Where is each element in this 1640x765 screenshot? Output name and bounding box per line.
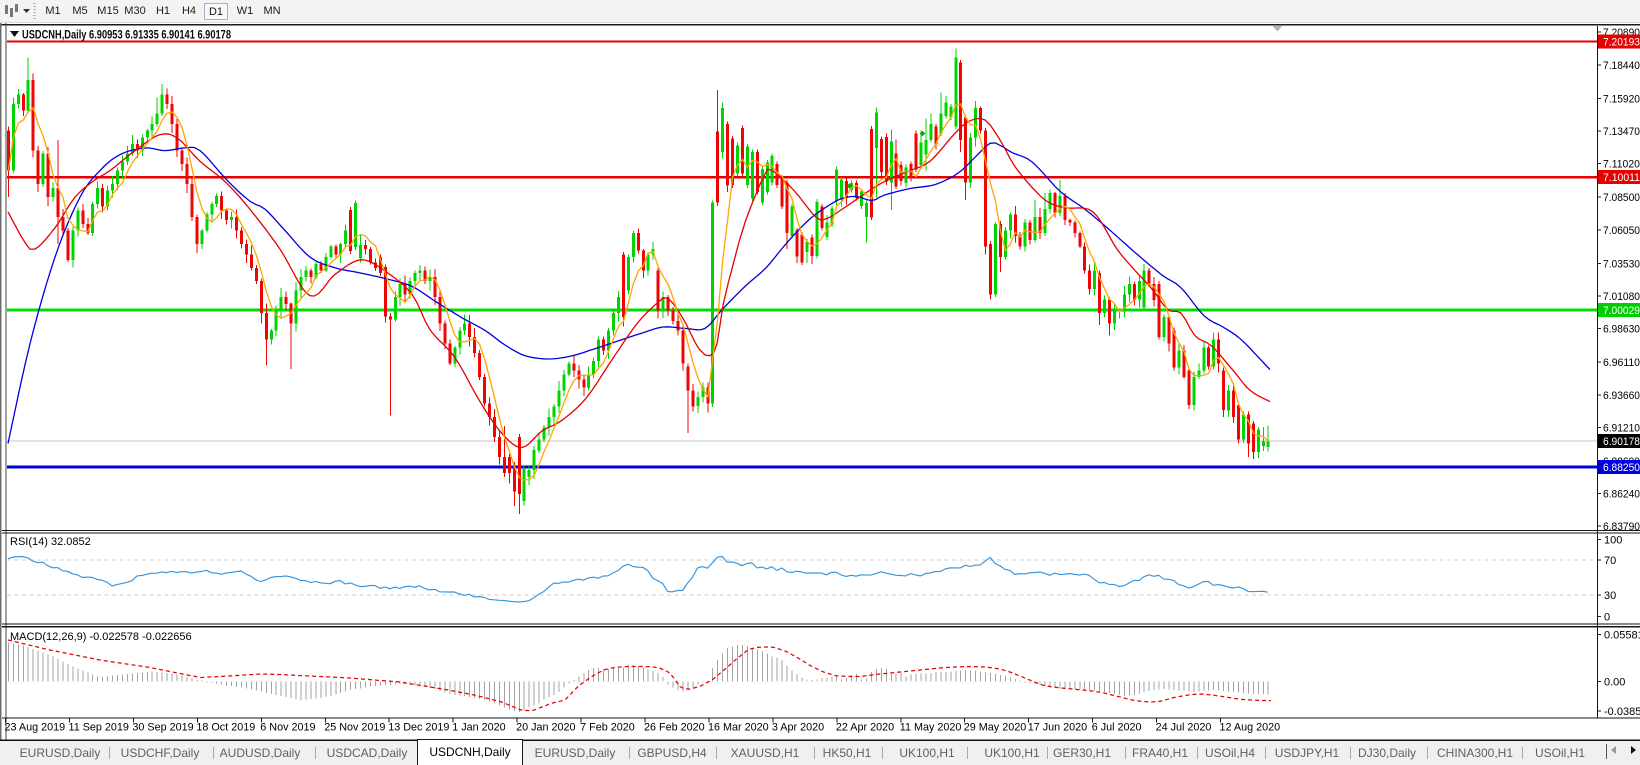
svg-text:0.00: 0.00 [1604,677,1625,689]
svg-text:6.91210: 6.91210 [1603,422,1640,434]
svg-text:6.96110: 6.96110 [1603,357,1640,369]
svg-text:7.18440: 7.18440 [1603,60,1640,72]
svg-text:100: 100 [1604,535,1622,547]
svg-text:7.08500: 7.08500 [1603,192,1640,204]
svg-text:0.05581: 0.05581 [1604,629,1640,641]
svg-text:18 Oct 2019: 18 Oct 2019 [196,722,255,734]
svg-text:22 Apr 2020: 22 Apr 2020 [836,722,894,734]
svg-text:6.90178: 6.90178 [1603,436,1640,448]
svg-text:7.03530: 7.03530 [1603,258,1640,270]
svg-text:6.93660: 6.93660 [1603,390,1640,402]
svg-text:6 Nov 2019: 6 Nov 2019 [260,722,315,734]
svg-text:11 Sep 2019: 11 Sep 2019 [69,722,129,734]
svg-text:6.86240: 6.86240 [1603,489,1640,501]
svg-text:7.06050: 7.06050 [1603,225,1640,237]
svg-text:25 Nov 2019: 25 Nov 2019 [324,722,385,734]
svg-text:13 Dec 2019: 13 Dec 2019 [388,722,449,734]
svg-text:-0.038524: -0.038524 [1604,706,1640,718]
svg-text:24 Jul 2020: 24 Jul 2020 [1156,722,1212,734]
svg-text:7.00029: 7.00029 [1603,305,1640,317]
svg-text:RSI(14) 32.0852: RSI(14) 32.0852 [10,536,91,548]
svg-text:30 Sep 2019: 30 Sep 2019 [132,722,193,734]
svg-text:29 May 2020: 29 May 2020 [964,722,1026,734]
svg-text:6 Jul 2020: 6 Jul 2020 [1092,722,1142,734]
svg-text:7.01080: 7.01080 [1603,291,1640,303]
svg-text:6.88250: 6.88250 [1603,462,1640,474]
svg-text:11 May 2020: 11 May 2020 [900,722,962,734]
svg-text:7.11020: 7.11020 [1603,159,1640,171]
svg-text:MACD(12,26,9) -0.022578 -0.022: MACD(12,26,9) -0.022578 -0.022656 [10,631,192,643]
svg-text:0: 0 [1604,612,1610,624]
svg-text:17 Jun 2020: 17 Jun 2020 [1028,722,1087,734]
svg-text:7.13470: 7.13470 [1603,126,1640,138]
svg-text:70: 70 [1604,555,1616,567]
svg-text:12 Aug 2020: 12 Aug 2020 [1220,722,1281,734]
svg-text:20 Jan 2020: 20 Jan 2020 [516,722,575,734]
svg-text:30: 30 [1604,590,1616,602]
svg-text:7.10011: 7.10011 [1603,172,1640,184]
svg-text:23 Aug 2019: 23 Aug 2019 [5,722,66,734]
svg-text:16 Mar 2020: 16 Mar 2020 [708,722,769,734]
svg-text:6.83790: 6.83790 [1603,521,1640,533]
svg-text:3 Apr 2020: 3 Apr 2020 [772,722,824,734]
svg-text:7.15920: 7.15920 [1603,93,1640,105]
svg-text:7.20193: 7.20193 [1603,37,1640,49]
svg-text:26 Feb 2020: 26 Feb 2020 [644,722,705,734]
svg-text:6.98630: 6.98630 [1603,324,1640,336]
svg-text:7 Feb 2020: 7 Feb 2020 [580,722,635,734]
svg-text:USDCNH,Daily 6.90953 6.91335: USDCNH,Daily 6.90953 6.91335 6.90141 6.9… [22,30,231,42]
svg-text:1 Jan 2020: 1 Jan 2020 [452,722,505,734]
